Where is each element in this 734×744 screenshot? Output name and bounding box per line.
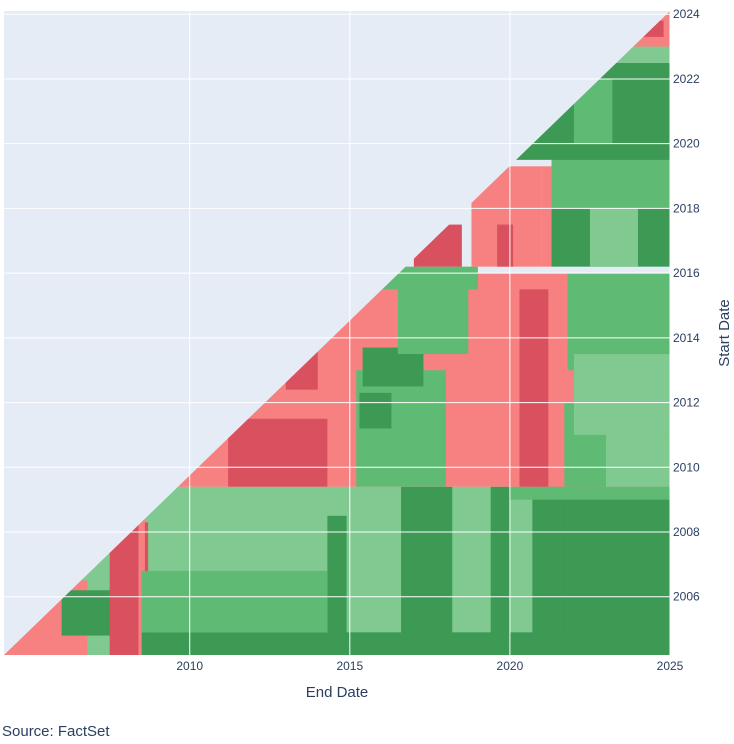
y-tick-label: 2022 xyxy=(673,72,700,86)
x-tick-label: 2015 xyxy=(336,659,363,673)
heatmap-region xyxy=(519,289,549,487)
y-tick-label: 2010 xyxy=(673,460,700,474)
heatmap-region xyxy=(381,266,478,290)
x-axis-ticks: 2010 2015 2020 2025 xyxy=(176,659,683,673)
y-tick-label: 2018 xyxy=(673,201,700,215)
heatmap-region xyxy=(567,486,670,655)
grid-lines xyxy=(4,11,671,655)
heatmap-region xyxy=(541,166,552,267)
heatmap-region xyxy=(589,208,638,267)
y-axis-title: Start Date xyxy=(716,299,733,367)
heatmap-region xyxy=(605,434,670,487)
heatmap-region xyxy=(327,515,347,655)
empty-upper-triangle xyxy=(4,11,670,655)
y-tick-label: 2014 xyxy=(673,331,700,345)
heatmap-region xyxy=(497,224,514,267)
heatmap-region xyxy=(490,486,510,655)
heatmap-region xyxy=(401,486,453,655)
y-tick-label: 2008 xyxy=(673,525,700,539)
y-tick-label: 2020 xyxy=(673,137,700,151)
y-tick-label: 2016 xyxy=(673,266,700,280)
y-tick-label: 2006 xyxy=(673,590,700,604)
x-tick-label: 2020 xyxy=(497,659,524,673)
y-axis-ticks: 2006 2008 2010 2012 2014 2016 2018 2020 2022 2024 xyxy=(673,7,700,604)
heatmap-region xyxy=(359,392,392,429)
heatmap-region xyxy=(61,590,113,636)
y-tick-label: 2024 xyxy=(673,7,700,21)
x-axis-title: End Date xyxy=(306,684,369,701)
x-tick-label: 2025 xyxy=(657,659,684,673)
heatmap-region xyxy=(141,570,328,633)
y-tick-label: 2012 xyxy=(673,396,700,410)
heatmap-region xyxy=(573,354,670,435)
x-tick-label: 2010 xyxy=(176,659,203,673)
source-note: Source: FactSet xyxy=(2,723,110,740)
heatmap-region xyxy=(532,486,568,655)
heatmap-region xyxy=(567,273,670,371)
heatmap-region xyxy=(397,289,469,355)
heatmap-cells xyxy=(4,11,671,655)
heatmap-region xyxy=(509,486,670,500)
heatmap-region xyxy=(141,632,671,655)
heatmap-region xyxy=(228,418,328,487)
